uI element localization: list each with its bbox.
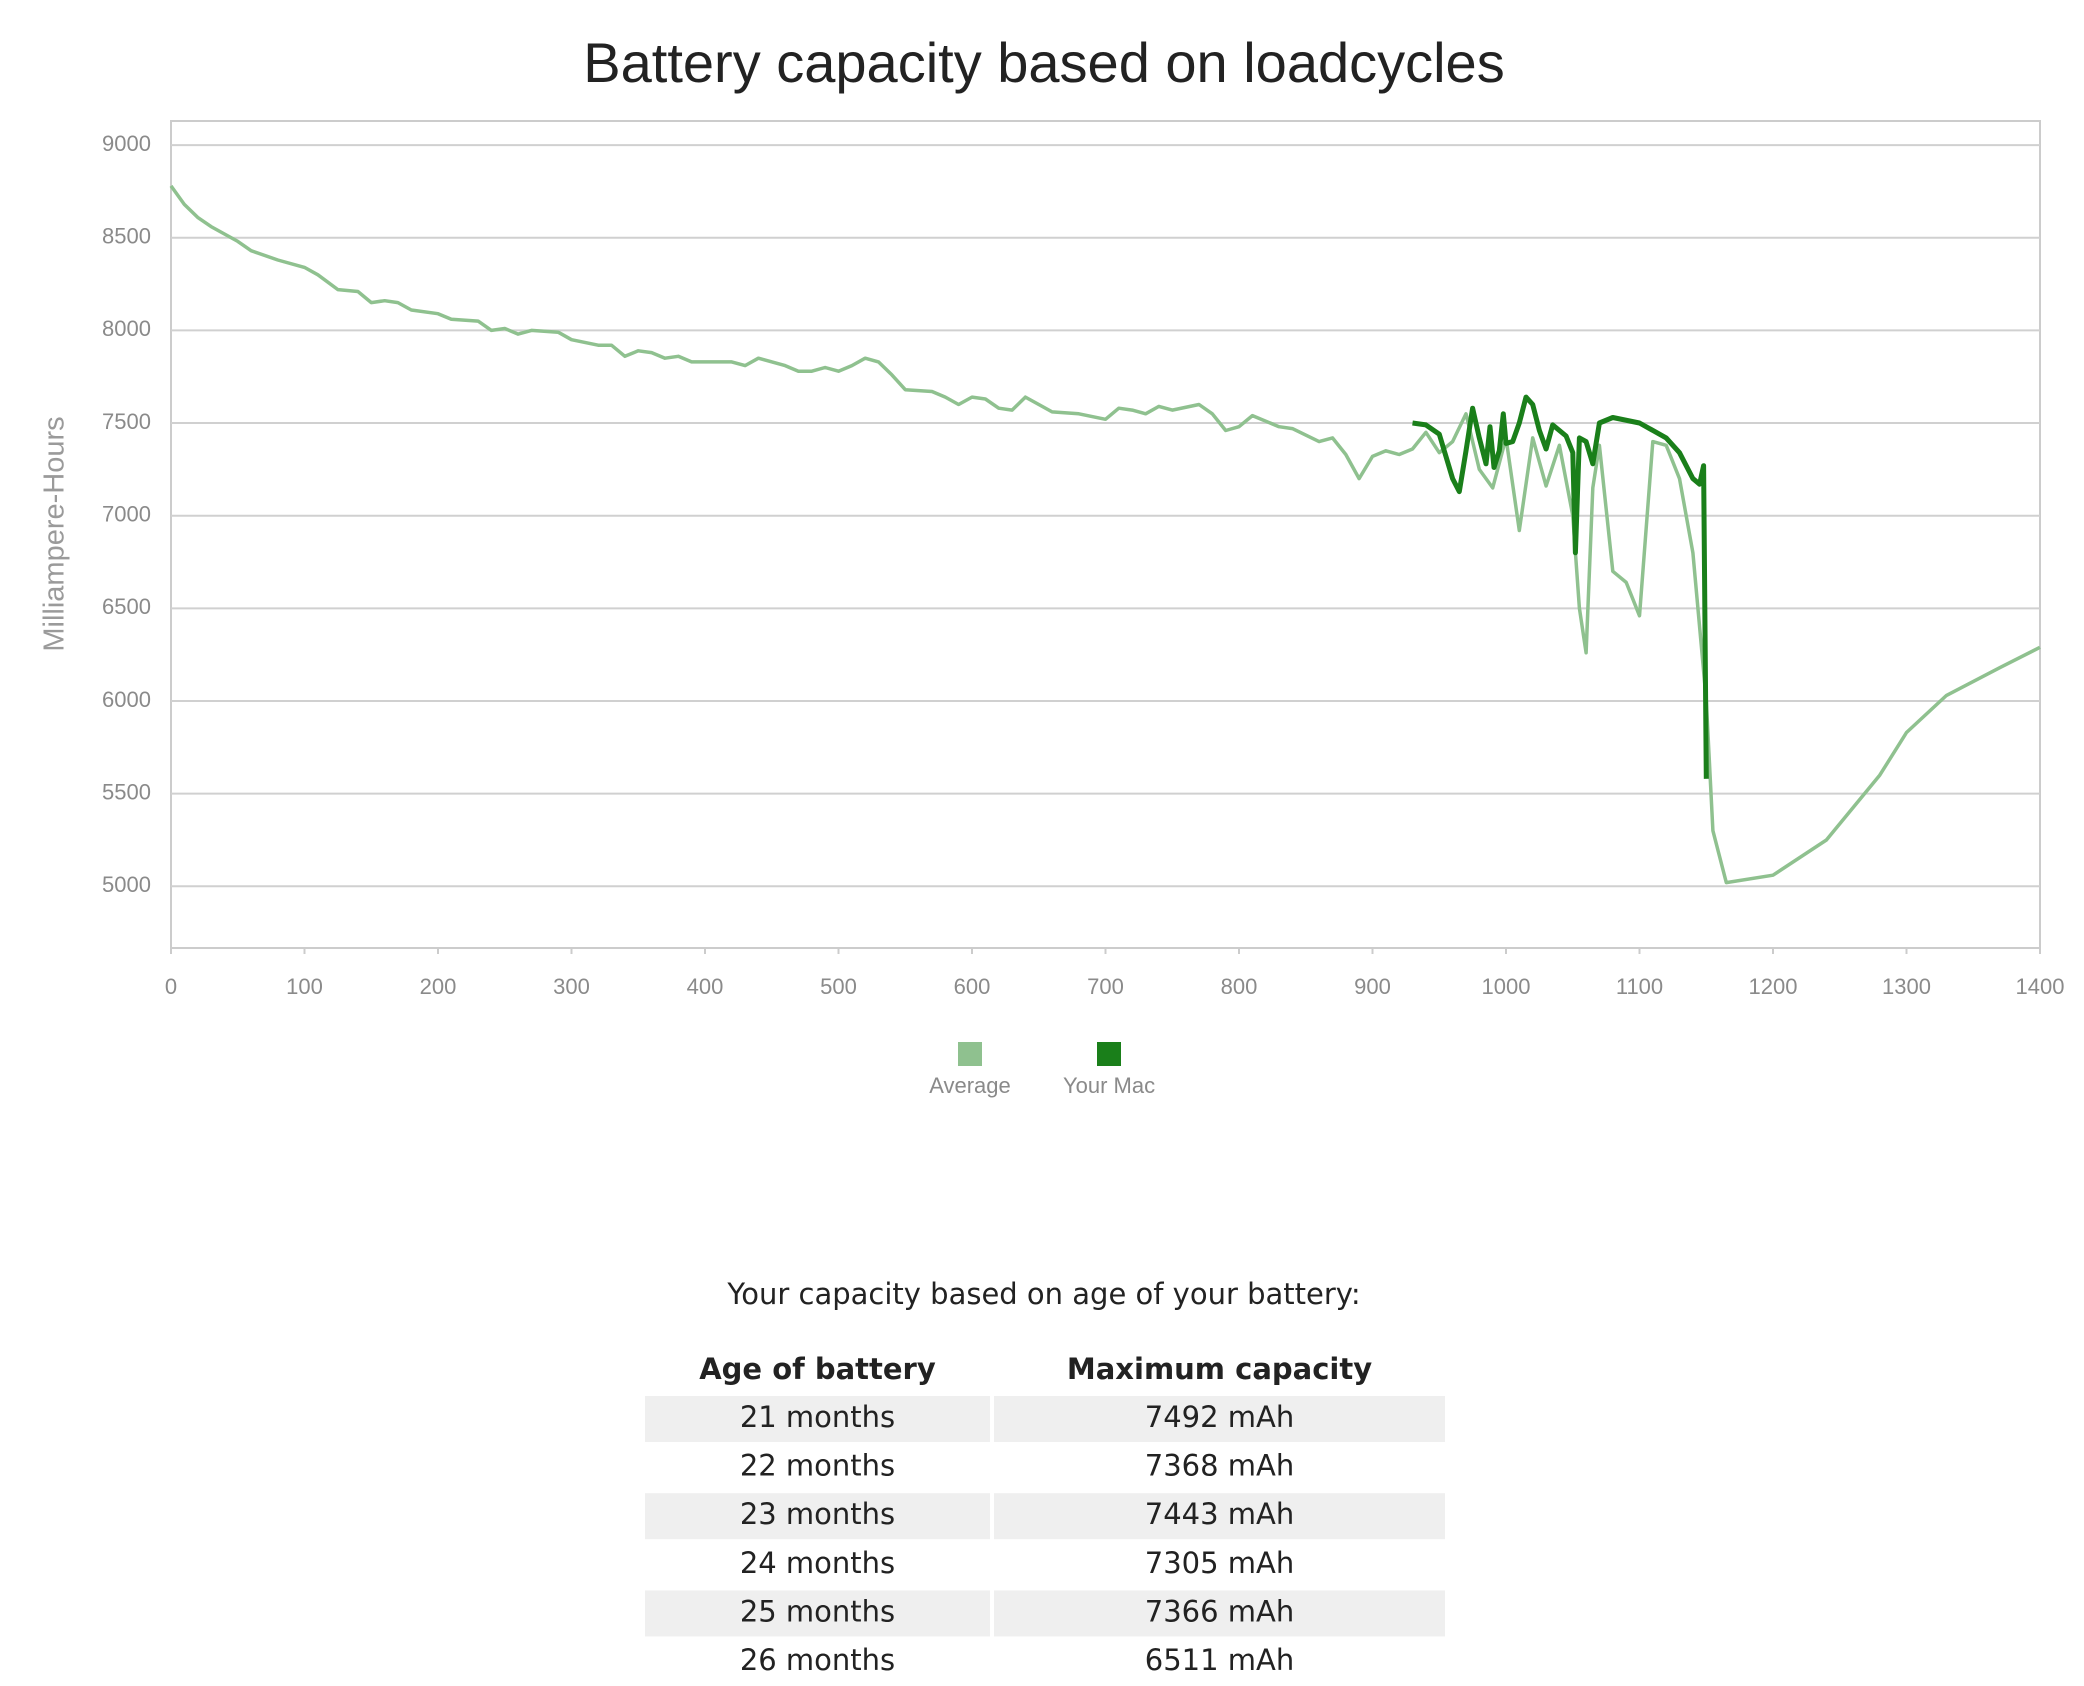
- x-tick-label: 900: [1354, 974, 1391, 999]
- table-cell-bg: [645, 1396, 990, 1442]
- x-tick-label: 600: [954, 974, 991, 999]
- table-cell: 21 months: [740, 1400, 895, 1434]
- legend-swatch: [1097, 1042, 1121, 1066]
- y-tick-label: 6000: [102, 687, 151, 712]
- table-header: Age of battery: [699, 1352, 936, 1386]
- y-tick-label: 9000: [102, 131, 151, 156]
- table-cell-bg: [645, 1493, 990, 1540]
- table-cell-bg: [994, 1493, 1445, 1540]
- table-cell-bg: [645, 1590, 990, 1637]
- x-tick-label: 100: [286, 974, 323, 999]
- table-cell: 7492 mAh: [1145, 1400, 1295, 1434]
- x-tick-label: 700: [1087, 974, 1124, 999]
- table-caption: Your capacity based on age of your batte…: [726, 1277, 1360, 1311]
- x-tick-label: 1300: [1882, 974, 1931, 999]
- series-line: [1412, 394, 1709, 779]
- y-tick-label: 5000: [102, 872, 151, 897]
- x-tick-label: 1100: [1616, 974, 1663, 999]
- table-cell: 7305 mAh: [1145, 1546, 1295, 1580]
- chart-title: Battery capacity based on loadcycles: [583, 31, 1504, 94]
- table-cell: 22 months: [740, 1449, 895, 1483]
- y-tick-label: 8500: [102, 224, 151, 249]
- table-cell: 6511 mAh: [1145, 1643, 1295, 1677]
- legend-label: Your Mac: [1063, 1073, 1155, 1098]
- series-line: [169, 184, 2041, 885]
- legend-swatch: [958, 1042, 982, 1066]
- table-cell: 7366 mAh: [1145, 1594, 1295, 1628]
- table-cell-bg: [994, 1396, 1445, 1442]
- table-cell: 23 months: [740, 1497, 895, 1531]
- y-axis-title: Milliampere-Hours: [39, 416, 71, 651]
- legend-label: Average: [929, 1073, 1011, 1098]
- x-tick-label: 400: [687, 974, 724, 999]
- table-cell: 7368 mAh: [1145, 1449, 1295, 1483]
- y-tick-label: 7500: [102, 409, 151, 434]
- table-cell: 7443 mAh: [1145, 1497, 1295, 1531]
- y-tick-label: 5500: [102, 779, 151, 804]
- table-cell: 26 months: [740, 1643, 895, 1677]
- x-tick-label: 300: [553, 974, 590, 999]
- x-tick-label: 500: [820, 974, 857, 999]
- table-cell: 24 months: [740, 1546, 895, 1580]
- y-tick-label: 6500: [102, 594, 151, 619]
- table-cell-bg: [994, 1590, 1445, 1637]
- y-tick-label: 8000: [102, 316, 151, 341]
- x-tick-label: 200: [420, 974, 457, 999]
- x-tick-label: 1200: [1749, 974, 1798, 999]
- x-tick-label: 800: [1221, 974, 1258, 999]
- table-cell: 25 months: [740, 1594, 895, 1628]
- x-tick-label: 1400: [2016, 974, 2065, 999]
- plot-border: [170, 120, 2041, 949]
- x-tick-label: 0: [165, 974, 177, 999]
- table-header: Maximum capacity: [1067, 1352, 1372, 1386]
- x-tick-label: 1000: [1482, 974, 1531, 999]
- y-tick-label: 7000: [102, 502, 151, 527]
